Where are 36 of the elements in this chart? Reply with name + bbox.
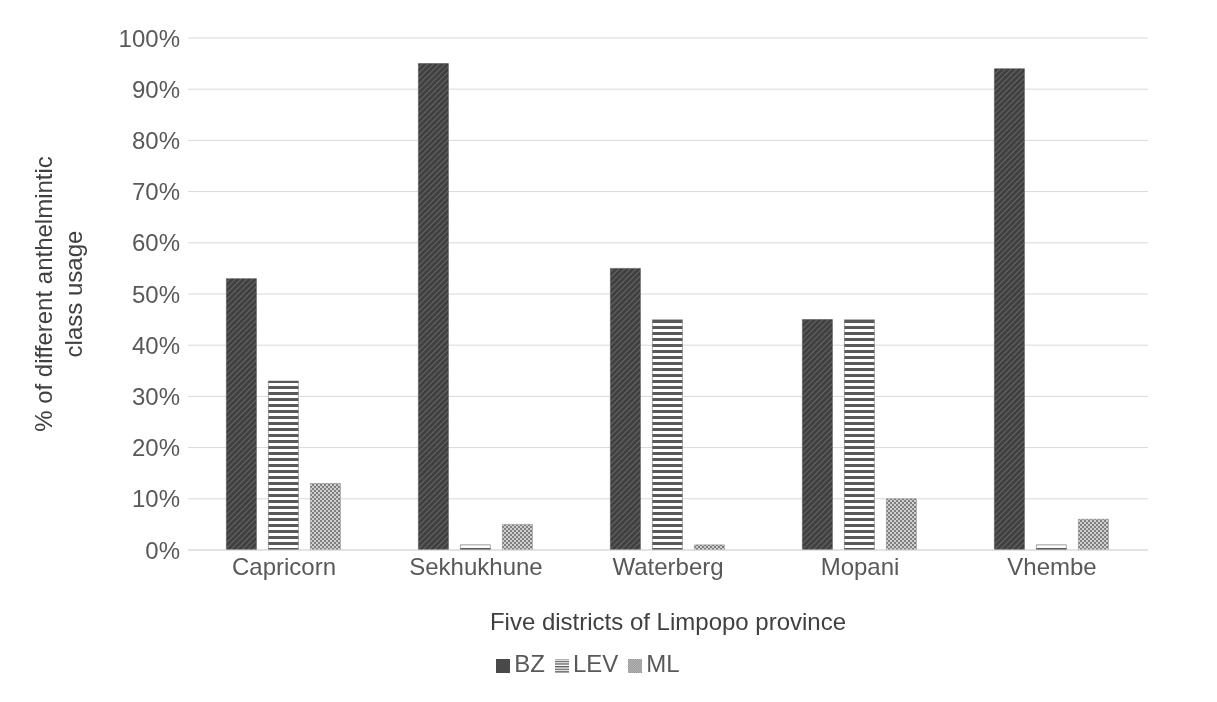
bar — [1036, 544, 1067, 550]
y-tick-label: 70% — [131, 178, 180, 206]
x-tick-label: Capricorn — [231, 553, 337, 581]
y-tick-label: 50% — [131, 280, 180, 308]
legend-label: LEV — [572, 650, 619, 677]
y-tick-label: 0% — [145, 536, 180, 564]
bar — [310, 483, 341, 550]
legend-label: BZ — [514, 650, 545, 677]
bar — [694, 544, 725, 550]
bar — [886, 498, 917, 550]
legend-label: ML — [646, 650, 680, 677]
x-tick-label: Waterberg — [612, 553, 724, 581]
x-tick-label: Sekhukhune — [409, 553, 543, 581]
bar — [268, 380, 299, 550]
bar — [226, 278, 257, 550]
y-tick-label: 60% — [131, 229, 180, 257]
bar — [418, 63, 449, 550]
x-axis-title: Five districts of Limpopo province — [489, 608, 847, 635]
y-tick-label: 80% — [131, 126, 180, 154]
y-tick-label: 100% — [118, 24, 180, 52]
bar — [802, 319, 833, 550]
x-tick-label: Mopani — [820, 553, 900, 581]
bar — [844, 319, 875, 550]
bar — [1078, 519, 1109, 550]
x-tick-label: Vhembe — [1007, 553, 1097, 581]
y-axis-title: % of different anthelmintic class usage — [30, 156, 87, 432]
y-tick-label: 20% — [131, 434, 180, 462]
bar — [502, 524, 533, 550]
bar — [652, 319, 683, 550]
y-tick-label: 30% — [131, 382, 180, 410]
bar — [610, 268, 641, 550]
bar — [460, 544, 491, 550]
y-tick-label: 10% — [131, 485, 180, 513]
y-tick-label: 90% — [131, 75, 180, 103]
y-tick-label: 40% — [131, 331, 180, 359]
bar — [994, 68, 1025, 550]
